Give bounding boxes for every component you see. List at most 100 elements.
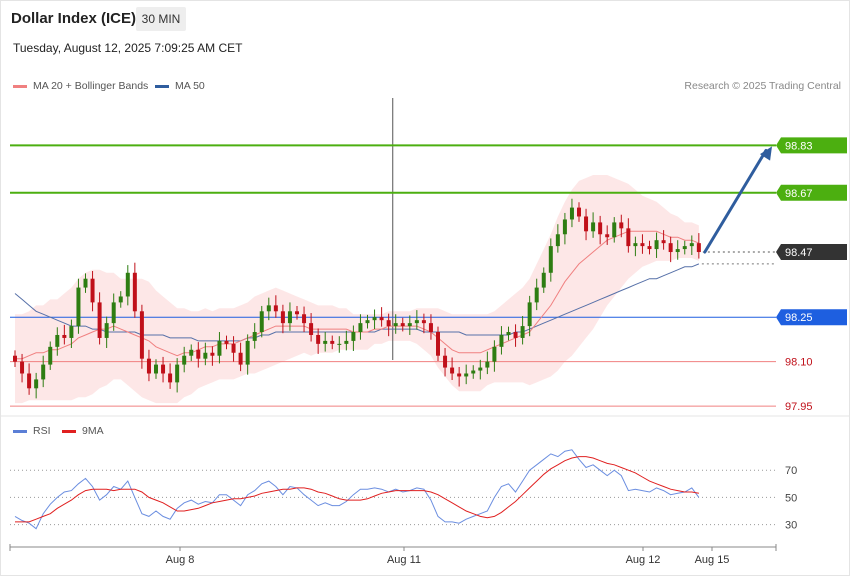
candle-body <box>13 355 17 362</box>
candle <box>217 332 222 364</box>
candle-body <box>196 349 201 359</box>
candle <box>548 238 553 282</box>
level-label: 97.95 <box>785 401 813 413</box>
legend-rsi: RSI <box>13 425 51 437</box>
rsi-ma-line <box>15 456 699 523</box>
candle <box>146 349 151 382</box>
candle <box>132 262 137 318</box>
candle-body <box>513 332 518 338</box>
candle <box>351 325 356 351</box>
candle-body <box>365 320 370 324</box>
candle <box>485 351 490 375</box>
legend-ma20-label: MA 20 + Bollinger Bands <box>33 80 149 92</box>
candle <box>428 314 433 340</box>
candle <box>41 355 46 388</box>
candle <box>499 326 504 355</box>
candle <box>661 230 666 250</box>
candle-body <box>154 364 158 374</box>
candle <box>696 233 701 259</box>
candle <box>337 336 342 353</box>
candle-body <box>689 243 694 247</box>
candle <box>62 324 67 345</box>
candle-body <box>584 216 589 232</box>
candle <box>414 310 419 330</box>
candle-body <box>182 355 187 365</box>
candle-body <box>436 332 440 356</box>
candle <box>654 232 659 258</box>
candle <box>252 323 257 349</box>
candle-body <box>478 367 483 371</box>
candle-body <box>675 249 680 253</box>
candle <box>457 366 462 387</box>
candle <box>682 240 687 255</box>
candle <box>534 278 539 311</box>
candle-body <box>302 314 307 324</box>
candle-body <box>161 364 166 374</box>
instrument-title: Dollar Index (ICE) <box>11 10 137 27</box>
candle-body <box>668 243 673 253</box>
candle-body <box>450 367 455 374</box>
candle <box>393 314 398 334</box>
level-label: 98.83 <box>785 140 813 152</box>
candle-body <box>34 379 39 389</box>
x-tick-label: Aug 11 <box>387 554 421 566</box>
x-tick-label: Aug 8 <box>166 554 195 566</box>
candle <box>83 273 88 293</box>
candle <box>633 236 638 257</box>
level-tag-resistance: 98.83 <box>776 137 847 154</box>
candle <box>421 313 426 334</box>
candle <box>20 353 25 383</box>
legend-rsi-label: RSI <box>33 425 51 437</box>
candle-body <box>696 243 701 253</box>
candle-body <box>132 272 137 312</box>
candle-body <box>245 340 250 365</box>
candle <box>562 212 567 245</box>
candle-body <box>471 370 476 374</box>
candle <box>569 198 574 228</box>
candle <box>330 335 335 350</box>
timestamp: Tuesday, August 12, 2025 7:09:25 AM CET <box>13 41 243 55</box>
level-label: 98.10 <box>785 357 813 369</box>
candle-body <box>541 272 546 288</box>
candle-body <box>661 240 666 244</box>
candle-body <box>111 302 116 324</box>
candle <box>316 328 321 354</box>
timeframe-button[interactable]: 30 MIN <box>136 7 186 31</box>
level-tag-box <box>776 137 847 154</box>
candle-body <box>273 305 278 312</box>
level-label: 98.67 <box>785 188 813 200</box>
rsi-line <box>14 449 700 530</box>
candle-body <box>83 278 88 288</box>
candle-body <box>238 352 243 365</box>
candle-body <box>20 361 25 374</box>
candle-body <box>210 352 215 356</box>
candle <box>640 234 645 254</box>
candle <box>478 359 483 380</box>
candle <box>302 306 307 333</box>
candle-body <box>506 332 511 335</box>
candle <box>90 270 95 312</box>
candle <box>125 265 130 306</box>
legend-rsi-ma-label: 9MA <box>82 425 104 437</box>
candle-body <box>569 207 574 220</box>
level-tag-box <box>776 244 847 261</box>
candle <box>34 372 39 399</box>
projection-arrow-head <box>759 146 772 161</box>
candle-body <box>252 332 257 341</box>
candle <box>231 336 236 362</box>
candle <box>266 297 271 321</box>
candle <box>118 291 123 308</box>
level-label: 98.47 <box>785 247 813 259</box>
candle-body <box>464 373 469 377</box>
candle-body <box>492 346 497 362</box>
candle-body <box>407 323 412 327</box>
candle-body <box>69 326 74 338</box>
ma20-line <box>15 230 700 360</box>
candle <box>182 346 187 373</box>
candle-body <box>175 364 180 383</box>
candle <box>196 342 201 368</box>
candle <box>584 208 589 241</box>
level-tag-box <box>776 184 847 201</box>
candle-body <box>259 311 264 333</box>
